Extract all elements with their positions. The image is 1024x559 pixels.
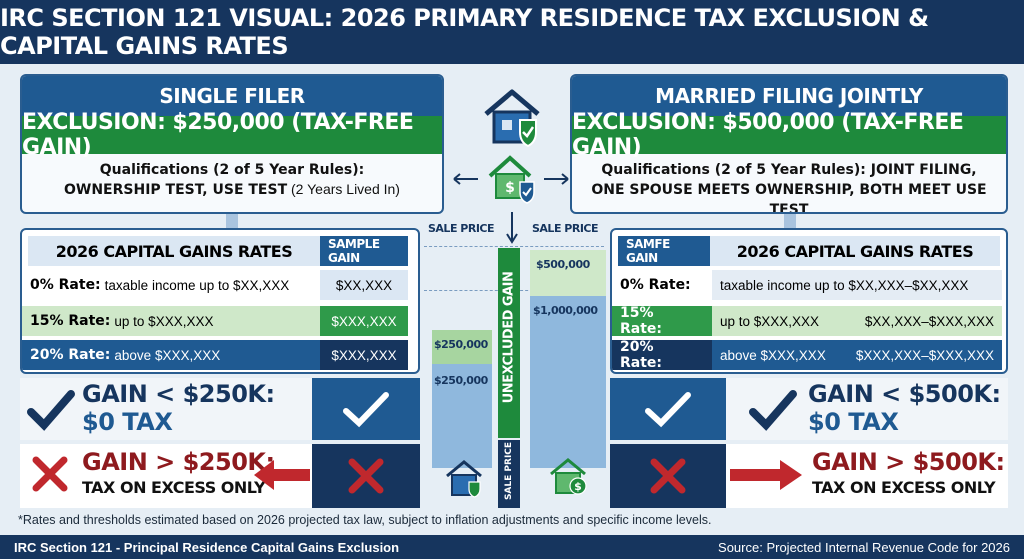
joint-qual-intro: Qualifications (2 of 5 Year Rules): JOIN… — [601, 162, 977, 178]
joint-rate-1-sample: $XX,XXX–$XXX,XXX — [864, 313, 994, 329]
joint-qualifications: Qualifications (2 of 5 Year Rules): JOIN… — [572, 154, 1006, 214]
single-gain-under-line2: $0 TAX — [82, 408, 173, 436]
left-bar-top-label: $250,000 — [434, 338, 488, 351]
sale-price-vertical-label: SALE PRICE — [504, 441, 514, 501]
joint-rates-title: 2026 CAPITAL GAINS RATES — [710, 236, 1000, 266]
single-qual-intro: Qualifications (2 of 5 Year Rules): — [99, 162, 365, 178]
single-filer-header: SINGLE FILER — [22, 76, 442, 116]
footnote: *Rates and thresholds estimated based on… — [18, 513, 712, 527]
right-bar-upper — [530, 250, 606, 296]
joint-rate-0-label: 0% Rate: — [612, 270, 712, 300]
single-rates-header-row: 2026 CAPITAL GAINS RATES SAMPLE GAIN — [22, 236, 418, 266]
right-bar-bottom-label: $1,000,000 — [533, 304, 598, 317]
house-dollar-icon: $ — [486, 152, 538, 204]
joint-rate-0-desc: taxable income up to $XX,XXX–$XX,XXX — [712, 270, 1002, 300]
svg-text:$: $ — [574, 480, 582, 493]
joint-gain-under-line1: GAIN < $500K: — [808, 380, 1001, 408]
single-qualifications: Qualifications (2 of 5 Year Rules): OWNE… — [22, 154, 442, 200]
joint-rate-row-1: 15% Rate: up to $XXX,XXX $XX,XXX–$XXX,XXX — [612, 305, 1006, 337]
footer-left: IRC Section 121 - Principal Residence Ca… — [14, 539, 400, 555]
joint-rate-2-desc: above $XXX,XXX $XXX,XXX–$XXX,XXX — [712, 340, 1002, 370]
single-rate-1-sample: $XXX,XXX — [320, 306, 408, 336]
arrow-right-icon — [728, 458, 804, 492]
svg-text:$: $ — [505, 180, 515, 196]
guide-line — [424, 246, 604, 247]
single-rates-table: 2026 CAPITAL GAINS RATES SAMPLE GAIN 0% … — [20, 228, 420, 374]
checkmark-icon — [343, 392, 389, 428]
sale-price-left-label: SALE PRICE — [428, 222, 495, 235]
joint-rates-table: SAMFE GAIN 2026 CAPITAL GAINS RATES 0% R… — [610, 228, 1008, 374]
single-connector — [226, 214, 238, 228]
checkmark-icon — [26, 388, 76, 432]
joint-gain-under-line2: $0 TAX — [808, 408, 899, 436]
single-x-box — [312, 444, 420, 508]
single-rate-0-desc: 0% Rate: taxable income up to $XX,XXX — [22, 270, 320, 300]
right-bar-top-label: $500,000 — [536, 258, 590, 271]
joint-gain-under-row: GAIN < $500K: $0 TAX — [610, 378, 1008, 440]
single-qual-detail: OWNERSHIP TEST, USE TEST (2 Years Lived … — [64, 180, 400, 198]
checkmark-icon — [748, 388, 798, 432]
joint-x-box — [610, 444, 726, 508]
x-icon — [30, 454, 70, 494]
joint-rate-row-0: 0% Rate: taxable income up to $XX,XXX–$X… — [612, 270, 1006, 300]
joint-gain-over-row: GAIN > $500K: TAX ON EXCESS ONLY — [610, 444, 1008, 508]
single-exclusion-banner: EXCLUSION: $250,000 (TAX-FREE GAIN) — [22, 110, 442, 160]
footer-right: Source: Projected Internal Revenue Code … — [718, 539, 1010, 555]
joint-sample-header: SAMFE GAIN — [618, 236, 710, 266]
joint-rate-2-label: 20% Rate: — [612, 339, 712, 371]
single-rate-row-2: 20% Rate: above $XXX,XXX $XXX,XXX — [22, 340, 418, 370]
sale-price-vertical-bar — [498, 440, 520, 508]
single-gain-over-row: GAIN > $250K: TAX ON EXCESS ONLY — [20, 444, 420, 508]
sale-price-right-label: SALE PRICE — [532, 222, 599, 235]
left-bar-upper — [432, 330, 492, 364]
arrow-left-icon — [452, 172, 480, 186]
arrow-right-icon — [542, 172, 570, 186]
house-dollar-icon: $ — [548, 456, 588, 496]
single-rate-row-1: 15% Rate: up to $XXX,XXX $XXX,XXX — [22, 306, 418, 336]
single-rates-title: 2026 CAPITAL GAINS RATES — [28, 236, 320, 266]
joint-rate-1-label: 15% Rate: — [612, 305, 712, 337]
single-rate-1-desc: 15% Rate: up to $XXX,XXX — [22, 306, 320, 336]
checkmark-icon — [645, 392, 691, 428]
left-bar-lower — [432, 364, 492, 468]
arrow-down-icon — [505, 212, 519, 244]
single-rate-row-0: 0% Rate: taxable income up to $XX,XXX $XX… — [22, 270, 418, 300]
single-rate-0-sample: $XX,XXX — [320, 270, 408, 300]
house-shield-icon — [444, 458, 484, 498]
arrow-left-icon — [252, 458, 312, 492]
x-icon — [650, 458, 686, 494]
joint-gain-over-line2: TAX ON EXCESS ONLY — [812, 478, 996, 497]
single-gain-under-row: GAIN < $250K: $0 TAX — [20, 378, 420, 440]
joint-connector — [784, 214, 796, 228]
single-gain-over-line1: GAIN > $250K: — [82, 448, 275, 476]
joint-exclusion-banner: EXCLUSION: $500,000 (TAX-FREE GAIN) — [572, 110, 1006, 160]
joint-rates-header-row: SAMFE GAIN 2026 CAPITAL GAINS RATES — [612, 236, 1006, 266]
single-sample-header: SAMPLE GAIN — [320, 236, 408, 266]
right-bar-lower — [530, 296, 606, 468]
unexcluded-gain-label: UNEXCLUDED GAIN — [501, 271, 517, 404]
joint-qual-detail: ONE SPOUSE MEETS OWNERSHIP, BOTH MEET US… — [591, 181, 987, 214]
single-filer-panel: SINGLE FILER EXCLUSION: $250,000 (TAX-FR… — [20, 74, 444, 214]
joint-rate-1-desc: up to $XXX,XXX $XX,XXX–$XXX,XXX — [712, 306, 1002, 336]
left-bar-bottom-label: $250,000 — [434, 374, 488, 387]
house-shield-icon — [480, 84, 544, 148]
joint-filer-panel: MARRIED FILING JOINTLY EXCLUSION: $500,0… — [570, 74, 1008, 214]
joint-rate-row-2: 20% Rate: above $XXX,XXX $XXX,XXX–$XXX,XX… — [612, 339, 1006, 371]
joint-check-box — [610, 378, 726, 440]
single-rate-2-desc: 20% Rate: above $XXX,XXX — [22, 340, 320, 370]
unexcluded-gain-bar — [498, 248, 520, 438]
joint-gain-over-line1: GAIN > $500K: — [812, 448, 1005, 476]
x-icon — [348, 458, 384, 494]
joint-rate-2-sample: $XXX,XXX–$XXX,XXX — [855, 347, 994, 363]
single-check-box — [312, 378, 420, 440]
joint-filer-header: MARRIED FILING JOINTLY — [572, 76, 1006, 116]
footer-bar: IRC Section 121 - Principal Residence Ca… — [0, 535, 1024, 559]
single-gain-under-line1: GAIN < $250K: — [82, 380, 275, 408]
single-rate-2-sample: $XXX,XXX — [320, 340, 408, 370]
page-title: IRC SECTION 121 VISUAL: 2026 PRIMARY RES… — [0, 0, 1024, 64]
single-gain-over-line2: TAX ON EXCESS ONLY — [82, 478, 266, 497]
